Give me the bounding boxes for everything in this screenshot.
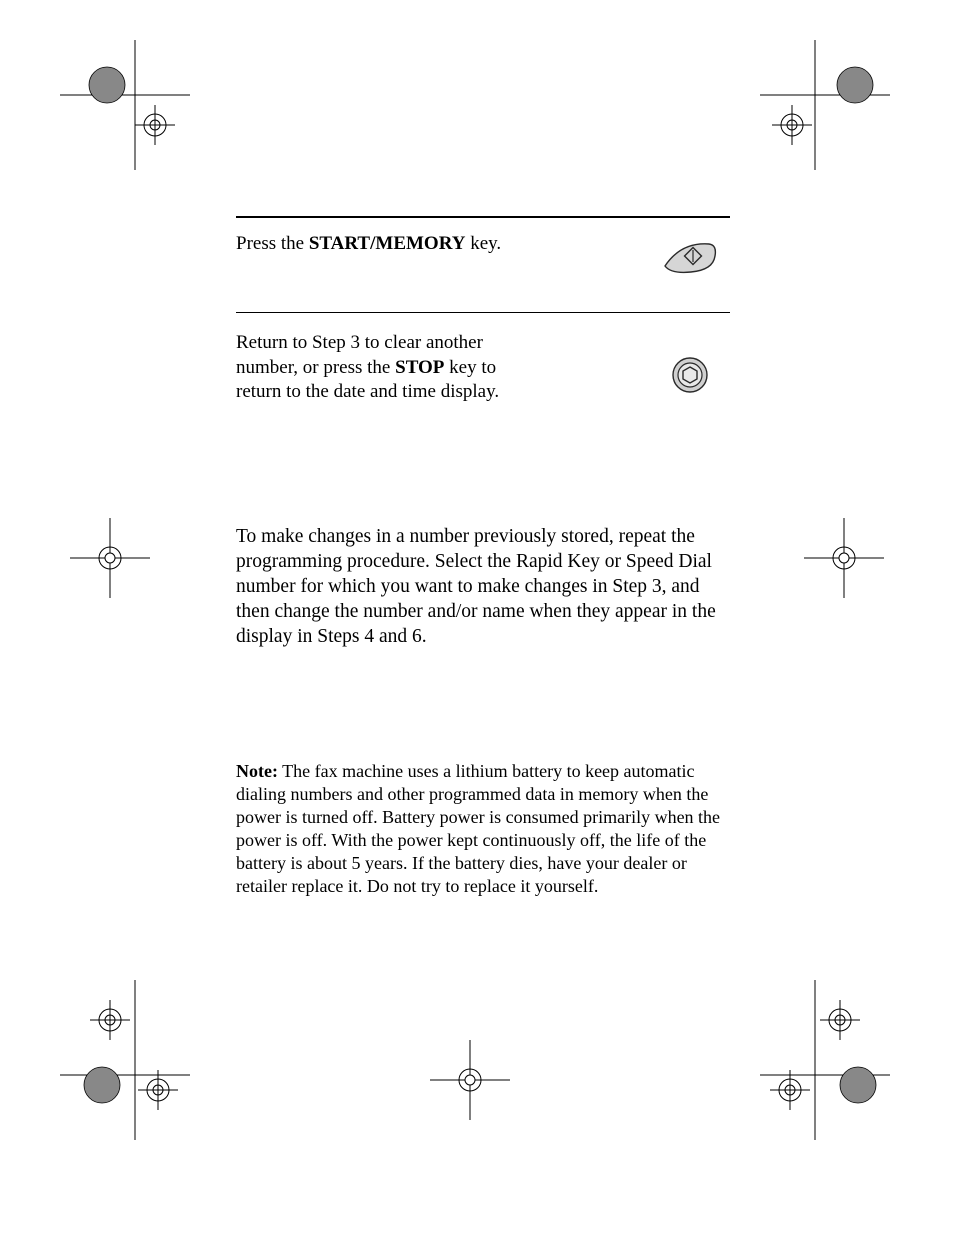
paragraph-make-changes: To make changes in a number previously s… — [236, 525, 730, 650]
registration-mark — [430, 1040, 550, 1160]
note-body: The fax machine uses a lithium battery t… — [236, 761, 720, 896]
key-name: START/MEMORY — [309, 233, 466, 254]
step-stop: Return to Step 3 to clear another number… — [236, 331, 730, 405]
registration-mark — [60, 980, 180, 1100]
start-memory-key-icon — [650, 232, 730, 276]
registration-mark — [760, 40, 880, 160]
note-block: Note: The fax machine uses a lithium bat… — [236, 760, 730, 898]
divider — [236, 312, 730, 313]
key-name: STOP — [395, 357, 444, 378]
registration-mark — [804, 518, 924, 638]
step-start-memory: Press the START/MEMORY key. — [236, 232, 730, 276]
text: key. — [465, 233, 501, 254]
page-content: Press the START/MEMORY key. Return to St… — [236, 216, 730, 898]
step-text: Press the START/MEMORY key. — [236, 232, 630, 257]
step-text: Return to Step 3 to clear another number… — [236, 331, 516, 405]
registration-mark — [70, 518, 190, 638]
text: Press the — [236, 233, 309, 254]
divider — [236, 216, 730, 218]
stop-key-icon — [650, 331, 730, 395]
registration-mark — [60, 40, 180, 160]
note-label: Note: — [236, 761, 278, 781]
registration-mark — [760, 980, 880, 1100]
